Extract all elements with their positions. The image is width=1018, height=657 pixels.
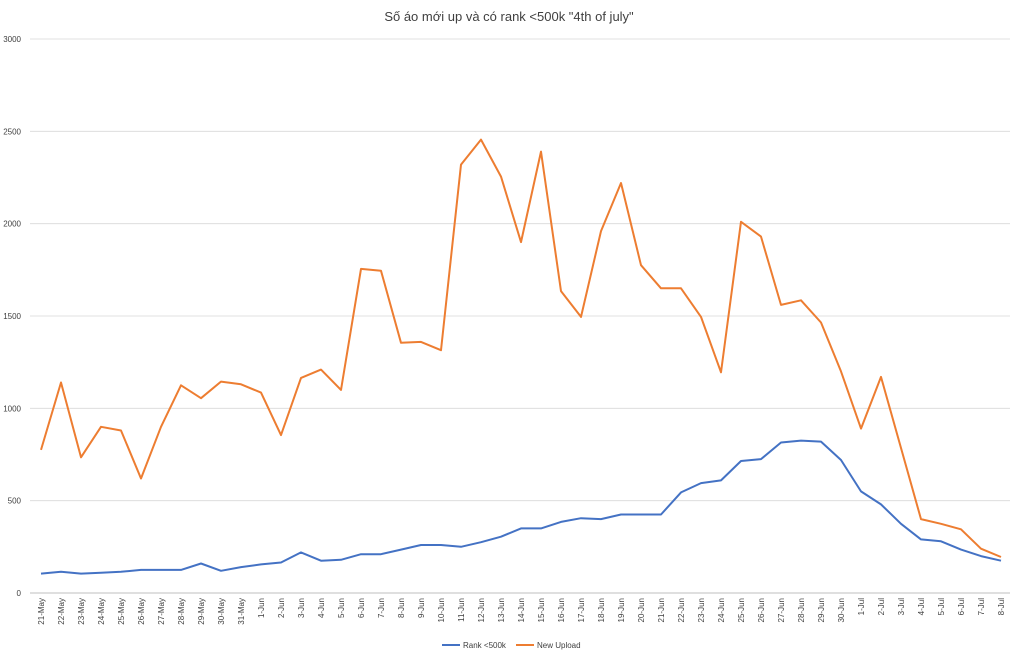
x-tick-label: 6-Jun (357, 598, 366, 618)
x-tick-label: 27-Jun (777, 598, 786, 622)
x-tick-label: 26-Jun (757, 598, 766, 622)
legend: Rank <500k New Upload (442, 641, 581, 650)
y-tick-label: 500 (8, 497, 22, 506)
x-tick-label: 31-May (237, 598, 246, 625)
legend-label-rank: Rank <500k (463, 641, 507, 650)
x-tick-label: 18-Jun (597, 598, 606, 622)
x-tick-label: 27-May (157, 598, 166, 625)
x-tick-label: 9-Jun (417, 598, 426, 618)
y-tick-label: 0 (17, 589, 22, 598)
x-tick-label: 4-Jul (917, 598, 926, 616)
x-tick-label: 22-Jun (677, 598, 686, 622)
x-tick-label: 6-Jul (957, 598, 966, 616)
x-tick-label: 13-Jun (497, 598, 506, 622)
x-tick-label: 26-May (137, 598, 146, 625)
x-tick-label: 19-Jun (617, 598, 626, 622)
x-tick-label: 1-Jul (857, 598, 866, 616)
y-tick-label: 2500 (3, 127, 21, 136)
x-tick-label: 28-May (177, 598, 186, 625)
series-line-rank-500k (40, 439, 1002, 575)
x-tick-label: 12-Jun (477, 598, 486, 622)
x-tick-label: 3-Jun (297, 598, 306, 618)
x-tick-label: 23-Jun (697, 598, 706, 622)
x-axis-ticks: 21-May 22-May 23-May 24-May 25-May 26-May 27-M… (37, 598, 1006, 625)
x-tick-label: 29-May (197, 598, 206, 625)
x-tick-label: 25-Jun (737, 598, 746, 622)
series-line-new-upload (40, 138, 1002, 558)
x-tick-label: 7-Jun (377, 598, 386, 618)
x-tick-label: 11-Jun (457, 598, 466, 622)
y-tick-label: 2000 (3, 220, 21, 229)
x-tick-label: 20-Jun (637, 598, 646, 622)
x-tick-label: 5-Jul (937, 598, 946, 616)
x-tick-label: 3-Jul (897, 598, 906, 616)
x-tick-label: 17-Jun (577, 598, 586, 622)
x-tick-label: 8-Jul (997, 598, 1006, 616)
x-tick-label: 10-Jun (437, 598, 446, 622)
x-tick-label: 25-May (117, 598, 126, 625)
legend-label-new-upload: New Upload (537, 641, 581, 650)
x-tick-label: 16-Jun (557, 598, 566, 622)
x-tick-label: 28-Jun (797, 598, 806, 622)
x-tick-label: 5-Jun (337, 598, 346, 618)
x-tick-label: 1-Jun (257, 598, 266, 618)
y-tick-label: 1000 (3, 404, 21, 413)
x-tick-label: 2-Jun (277, 598, 286, 618)
x-tick-label: 24-Jun (717, 598, 726, 622)
x-tick-label: 22-May (57, 598, 66, 625)
x-tick-label: 2-Jul (877, 598, 886, 616)
x-tick-label: 23-May (77, 598, 86, 625)
x-tick-label: 14-Jun (517, 598, 526, 622)
x-tick-label: 24-May (97, 598, 106, 625)
gridlines (30, 38, 1010, 594)
x-tick-label: 15-Jun (537, 598, 546, 622)
x-tick-label: 29-Jun (817, 598, 826, 622)
x-tick-label: 8-Jun (397, 598, 406, 618)
chart-title: Số áo mới up và có rank <500k "4th of ju… (384, 9, 634, 24)
x-tick-label: 30-Jun (837, 598, 846, 622)
y-axis-ticks: 0 500 1000 1500 2000 2500 3000 (3, 35, 21, 598)
series-lines (40, 138, 1002, 575)
y-tick-label: 3000 (3, 35, 21, 44)
x-tick-label: 30-May (217, 598, 226, 625)
y-tick-label: 1500 (3, 312, 21, 321)
x-tick-label: 21-Jun (657, 598, 666, 622)
x-tick-label: 21-May (37, 598, 46, 625)
x-tick-label: 4-Jun (317, 598, 326, 618)
x-tick-label: 7-Jul (977, 598, 986, 616)
